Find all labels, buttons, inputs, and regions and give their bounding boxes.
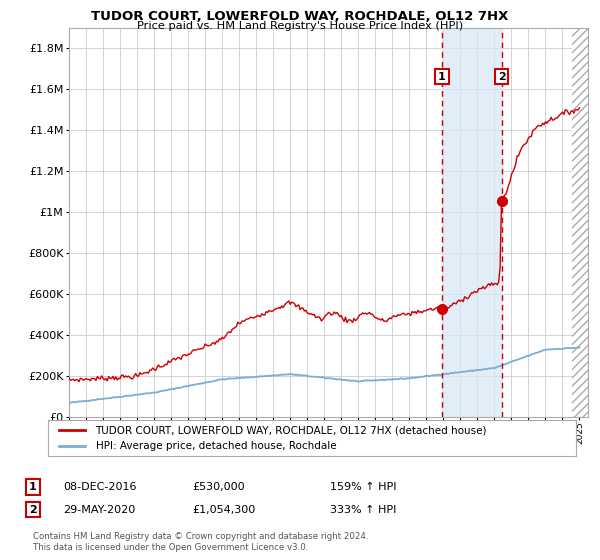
Text: 159% ↑ HPI: 159% ↑ HPI bbox=[330, 482, 397, 492]
Bar bbox=[442, 28, 502, 417]
Text: 29-MAY-2020: 29-MAY-2020 bbox=[63, 505, 135, 515]
Text: 1: 1 bbox=[438, 72, 446, 82]
Bar bbox=[572, 28, 588, 417]
Text: Contains HM Land Registry data © Crown copyright and database right 2024.
This d: Contains HM Land Registry data © Crown c… bbox=[33, 533, 368, 552]
Text: 2: 2 bbox=[29, 505, 37, 515]
Text: £1,054,300: £1,054,300 bbox=[192, 505, 255, 515]
Text: £530,000: £530,000 bbox=[192, 482, 245, 492]
Text: 2: 2 bbox=[497, 72, 505, 82]
Text: 08-DEC-2016: 08-DEC-2016 bbox=[63, 482, 137, 492]
Text: 1: 1 bbox=[29, 482, 37, 492]
Text: TUDOR COURT, LOWERFOLD WAY, ROCHDALE, OL12 7HX (detached house): TUDOR COURT, LOWERFOLD WAY, ROCHDALE, OL… bbox=[95, 425, 487, 435]
Text: HPI: Average price, detached house, Rochdale: HPI: Average price, detached house, Roch… bbox=[95, 441, 336, 451]
Text: TUDOR COURT, LOWERFOLD WAY, ROCHDALE, OL12 7HX: TUDOR COURT, LOWERFOLD WAY, ROCHDALE, OL… bbox=[91, 10, 509, 23]
Text: 333% ↑ HPI: 333% ↑ HPI bbox=[330, 505, 397, 515]
Text: Price paid vs. HM Land Registry's House Price Index (HPI): Price paid vs. HM Land Registry's House … bbox=[137, 21, 463, 31]
